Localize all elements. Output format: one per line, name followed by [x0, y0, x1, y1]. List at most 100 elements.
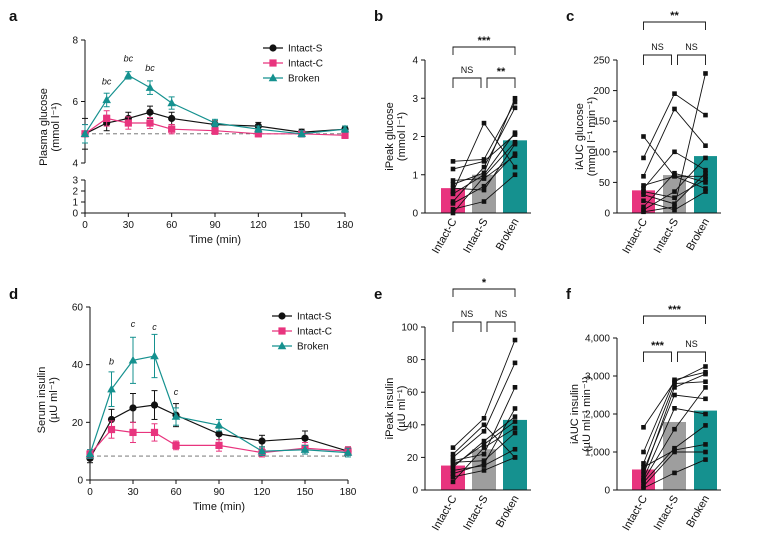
legend-label-intact-c: Intact-C [297, 327, 332, 338]
subject-point [672, 377, 677, 383]
significance-bracket [677, 54, 706, 65]
y-tick-label: 2 [72, 187, 78, 198]
subject-point [512, 360, 518, 366]
data-point-broken [102, 95, 111, 104]
subject-point [450, 210, 456, 216]
x-axis-title: Time (min) [193, 501, 245, 513]
x-tick-label: 30 [123, 220, 135, 231]
subject-point [672, 470, 677, 476]
y-tick-label: 4 [412, 56, 418, 67]
data-point-broken [257, 446, 267, 455]
data-point-intact-c [129, 428, 137, 437]
subject-point [703, 396, 708, 402]
data-point-broken [340, 124, 350, 133]
subject-point [481, 164, 487, 170]
subject-point [703, 442, 708, 447]
subject-point [512, 105, 518, 111]
subject-point [672, 381, 677, 386]
subject-point [641, 209, 646, 215]
subject-point [512, 414, 518, 419]
significance-bracket [643, 315, 706, 324]
y-tick-label: 0 [77, 476, 83, 487]
bar-intact-s [663, 175, 686, 213]
y-tick-label: 0 [412, 486, 418, 497]
x-tick-label: 180 [340, 487, 357, 498]
subject-point [703, 411, 708, 417]
data-point-broken [124, 70, 133, 79]
x-tick-label: 120 [254, 487, 271, 498]
subject-point [703, 379, 708, 384]
subject-point [450, 182, 456, 187]
x-category-label: Intact-S [652, 217, 681, 256]
subject-point [481, 120, 487, 126]
subject-point [641, 204, 646, 210]
legend-marker [278, 312, 286, 320]
subject-point [641, 192, 646, 197]
subject-point [641, 189, 646, 194]
x-axis-title: Time (min) [189, 234, 241, 246]
subject-point [703, 167, 708, 173]
x-tick-label: 90 [209, 220, 221, 231]
panel-letter-b: b [374, 8, 383, 25]
data-point-intact-s [258, 437, 266, 445]
significance-label: NS [461, 65, 474, 75]
subject-point [641, 173, 646, 179]
subject-point [641, 449, 646, 455]
y-tick-label: 20 [407, 453, 419, 464]
significance-bracket [486, 321, 516, 332]
subject-point [450, 166, 456, 172]
subject-point [703, 71, 708, 76]
subject-point [450, 189, 456, 195]
y-tick-label: 0 [604, 486, 610, 497]
y-tick-label: 2,000 [585, 410, 610, 421]
significance-label: * [482, 277, 487, 289]
subject-point [641, 472, 646, 478]
subject-point [481, 183, 487, 189]
subject-point [512, 455, 518, 460]
x-tick-label: 60 [170, 487, 182, 498]
subject-point [481, 445, 487, 450]
data-point-broken [300, 445, 310, 453]
subject-point [672, 426, 677, 432]
x-category-label: Intact-C [430, 216, 460, 255]
subject-point [512, 425, 518, 431]
subject-point [703, 173, 708, 179]
x-category-label: Intact-C [620, 216, 650, 255]
subject-point [512, 419, 518, 424]
x-category-label: Intact-C [620, 493, 650, 532]
data-point-intact-c [107, 425, 116, 434]
subject-point [672, 149, 677, 155]
significance-label: *** [668, 304, 682, 316]
subject-point [641, 485, 646, 491]
y-tick-label: 80 [407, 355, 419, 366]
y-axis-title-e: iPeak insulin(µU ml⁻¹) [384, 378, 408, 440]
data-point-intact-c [146, 119, 154, 127]
subject-point [450, 459, 456, 465]
data-point-intact-c [150, 428, 159, 437]
subject-point [641, 155, 646, 161]
y-axis-title-c: iAUC glucose(mmol l⁻¹ min⁻¹) [574, 97, 598, 176]
subject-point [672, 447, 677, 453]
subject-point [703, 371, 708, 377]
subject-point [641, 461, 646, 466]
series-broken [80, 70, 350, 144]
subject-point [481, 187, 487, 193]
y-tick-label: 200 [593, 86, 610, 97]
subject-point [672, 392, 677, 398]
data-point-intact-s [146, 108, 154, 116]
significance-letter: bc [124, 54, 134, 64]
data-point-broken [80, 129, 90, 137]
subject-point [512, 337, 518, 343]
significance-bracket [643, 351, 672, 362]
subject-point [512, 446, 518, 452]
data-point-intact-s [150, 401, 159, 409]
subject-point [641, 478, 646, 483]
x-tick-label: 0 [87, 487, 93, 498]
subject-point [641, 183, 646, 188]
data-point-broken [167, 98, 176, 107]
subject-point [512, 164, 518, 170]
x-category-label: Broken [494, 217, 522, 253]
subject-point [512, 99, 518, 105]
y-axis-title-d: Serum insulin(µU ml⁻¹) [36, 367, 60, 434]
